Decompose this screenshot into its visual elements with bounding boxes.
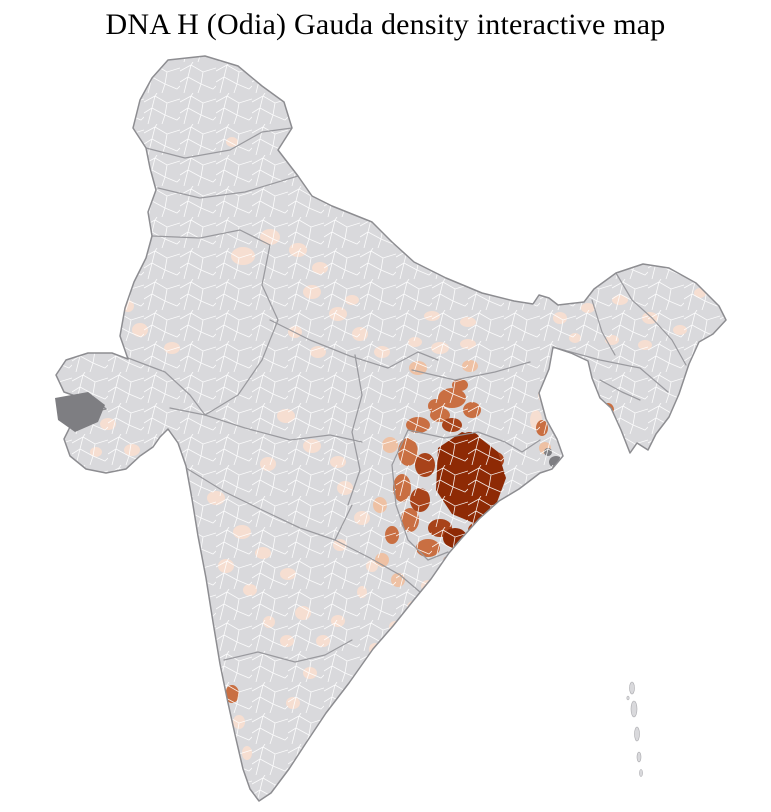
island[interactable] (634, 726, 640, 742)
district-region[interactable] (464, 543, 480, 557)
page-title: DNA H (Odia) Gauda density interactive m… (105, 8, 666, 41)
no-data-region-west (55, 392, 105, 432)
island[interactable] (626, 695, 630, 701)
india-outer-border (55, 55, 727, 802)
state-boundaries (127, 127, 687, 663)
island[interactable] (639, 769, 643, 777)
island[interactable] (630, 700, 638, 718)
island[interactable] (636, 751, 642, 763)
island[interactable] (629, 681, 635, 695)
district-region[interactable] (189, 618, 199, 634)
district-region[interactable] (201, 640, 209, 652)
andaman-islands (626, 681, 643, 777)
